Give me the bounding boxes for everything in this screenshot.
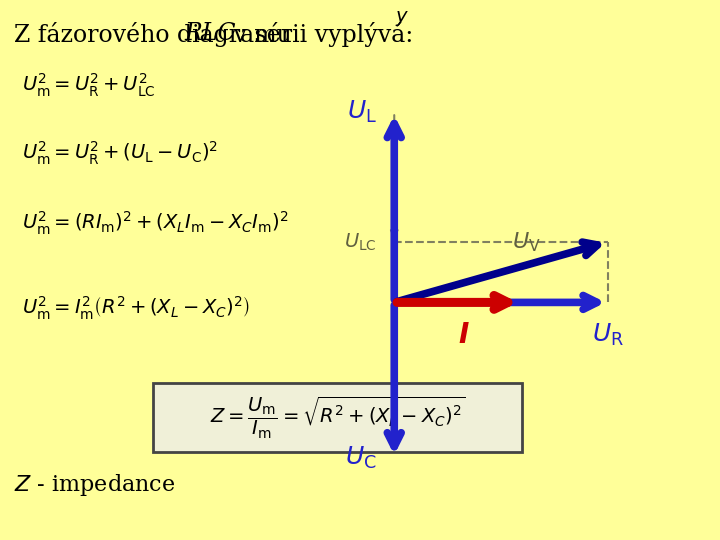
Text: $U_{\mathrm{m}}^{2} = I_{\mathrm{m}}^{2}\left(R^{2} + \left(X_{L} - X_{C}\right): $U_{\mathrm{m}}^{2} = I_{\mathrm{m}}^{2}… bbox=[22, 295, 250, 322]
Text: RLC: RLC bbox=[184, 22, 235, 45]
Text: $y$: $y$ bbox=[395, 9, 409, 28]
Text: $Z$ - impedance: $Z$ - impedance bbox=[14, 472, 175, 498]
Text: $\boldsymbol{U_\mathrm{R}}$: $\boldsymbol{U_\mathrm{R}}$ bbox=[593, 321, 624, 348]
Text: v sérii vyplývá:: v sérii vyplývá: bbox=[226, 22, 413, 47]
Text: $\boldsymbol{U_\mathrm{V}}$: $\boldsymbol{U_\mathrm{V}}$ bbox=[512, 230, 541, 254]
Text: Z fázorového diagramu: Z fázorového diagramu bbox=[14, 22, 300, 47]
Text: $\boldsymbol{I}$: $\boldsymbol{I}$ bbox=[458, 321, 469, 349]
Text: $\boldsymbol{U_\mathrm{C}}$: $\boldsymbol{U_\mathrm{C}}$ bbox=[345, 445, 377, 471]
Text: $U_{\mathrm{m}}^{2} = U_{\mathrm{R}}^{2} + U_{\mathrm{LC}}^{2}$: $U_{\mathrm{m}}^{2} = U_{\mathrm{R}}^{2}… bbox=[22, 72, 156, 99]
FancyBboxPatch shape bbox=[153, 383, 522, 452]
Text: $U_{\mathrm{m}}^{2} = U_{\mathrm{R}}^{2} + \left(U_{\mathrm{L}} - U_{\mathrm{C}}: $U_{\mathrm{m}}^{2} = U_{\mathrm{R}}^{2}… bbox=[22, 140, 218, 167]
Text: $U_{\mathrm{m}}^{2} = \left(RI_{\mathrm{m}}\right)^{2} + \left(X_{L}I_{\mathrm{m: $U_{\mathrm{m}}^{2} = \left(RI_{\mathrm{… bbox=[22, 210, 289, 238]
Text: $Z = \dfrac{U_{\mathrm{m}}}{I_{\mathrm{m}}} = \sqrt{R^{2} + \left(X_{L} - X_{C}\: $Z = \dfrac{U_{\mathrm{m}}}{I_{\mathrm{m… bbox=[210, 394, 466, 441]
Text: $\boldsymbol{U_\mathrm{L}}$: $\boldsymbol{U_\mathrm{L}}$ bbox=[347, 99, 377, 125]
Text: $\boldsymbol{U_\mathrm{LC}}$: $\boldsymbol{U_\mathrm{LC}}$ bbox=[344, 231, 377, 253]
